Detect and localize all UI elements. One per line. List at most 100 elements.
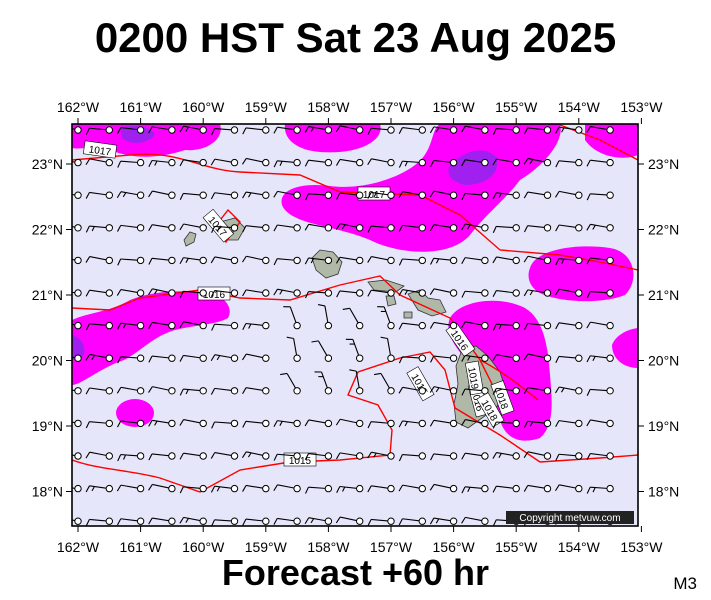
wind-barb (586, 223, 614, 232)
wind-barb (461, 321, 489, 330)
wind-barb (85, 451, 114, 460)
wind-barb (148, 256, 176, 265)
wind-barb (398, 321, 426, 330)
wind-barb (523, 419, 552, 428)
wind-barb (148, 517, 176, 525)
wind-barb (304, 256, 333, 265)
wind-barb (85, 387, 114, 395)
wind-barb (367, 126, 395, 135)
wind-barb (586, 289, 614, 299)
island-molokai (367, 279, 405, 293)
rain-area-far-north-east (585, 124, 638, 158)
wind-barb (116, 484, 145, 493)
wind-barb (117, 126, 145, 135)
wind-barb (116, 386, 145, 395)
lat-tick-label: 18°N (32, 484, 63, 500)
isobar-line (72, 351, 638, 493)
rain-area-west (72, 291, 230, 385)
wind-barb (555, 419, 583, 428)
wind-barb (367, 256, 395, 265)
wind-barb (523, 321, 552, 331)
wind-barb (492, 419, 520, 429)
wind-barb (273, 419, 301, 428)
wind-barb (72, 289, 82, 297)
wind-barb (367, 451, 395, 460)
wind-barb (461, 484, 489, 494)
wind-barb (461, 516, 489, 525)
wind-barb (555, 288, 583, 297)
wind-barb (179, 452, 207, 460)
wind-barb (148, 224, 176, 232)
wind-barb (179, 484, 207, 494)
wind-barb (273, 224, 301, 232)
wind-barb (305, 484, 333, 494)
wind-barb (461, 223, 489, 232)
wind-barb (305, 289, 333, 299)
wind-barb (380, 336, 395, 362)
wind-barb (374, 372, 395, 395)
wind-barb (398, 354, 426, 364)
wind-barb (148, 386, 176, 395)
wind-barb (241, 157, 270, 167)
wind-barb (367, 289, 395, 297)
lon-tick-label: 153°W (620, 539, 663, 555)
wind-barb (398, 517, 426, 526)
wind-barb (461, 191, 489, 200)
wind-barb (555, 158, 583, 168)
rain-core-north-west (120, 126, 155, 143)
wind-barb (429, 517, 458, 525)
wind-barb (398, 288, 426, 297)
wind-barb (85, 256, 114, 265)
wind-barb (586, 158, 614, 167)
wind-barbs (72, 125, 614, 526)
lat-tick-label: 23°N (32, 156, 63, 172)
lon-tick-label: 160°W (182, 99, 225, 115)
wind-barb (586, 387, 614, 396)
wind-barb (85, 224, 114, 233)
wind-barb (555, 224, 583, 232)
wind-barb (148, 452, 176, 461)
wind-barb (430, 158, 458, 168)
wind-barb (148, 288, 176, 297)
wind-barb (336, 484, 364, 494)
wind-barb (523, 387, 552, 395)
wind-barb (148, 190, 176, 199)
lat-tick-label: 21°N (32, 287, 63, 303)
wind-barb (273, 256, 301, 266)
wind-barb (117, 256, 145, 266)
wind-barb (280, 372, 301, 395)
wind-barb (85, 353, 114, 362)
wind-barb (179, 158, 207, 167)
lon-tick-label: 154°W (558, 99, 601, 115)
wind-barb (273, 517, 301, 525)
wind-barb (586, 354, 614, 363)
wind-barb (461, 354, 489, 362)
wind-barb (273, 288, 301, 297)
isobar-label: 1019 (465, 366, 480, 390)
isobar-line (559, 124, 638, 161)
wind-barb (367, 484, 395, 493)
wind-barb (242, 224, 270, 233)
wind-barb (85, 484, 114, 493)
wind-barb (398, 484, 426, 493)
wind-barb (461, 125, 489, 134)
wind-barb (430, 354, 458, 363)
wind-barb (85, 289, 114, 297)
wind-barb (492, 387, 520, 395)
wind-barb (429, 419, 458, 428)
wind-barb (210, 256, 239, 265)
wind-barb (72, 256, 82, 265)
wind-barb (304, 223, 333, 232)
wind-barb (210, 484, 239, 493)
wind-barb (429, 224, 458, 232)
wind-barb (430, 452, 458, 461)
lon-tick-label: 160°W (182, 539, 225, 555)
wind-barb (242, 484, 270, 493)
wind-barb (555, 256, 583, 266)
isobar-label: 1016 (203, 290, 226, 301)
lat-tick-label: 22°N (648, 222, 679, 238)
isobar-labels: 1017 1017 1017 1016 1016 1016 1015 1015 … (82, 140, 515, 467)
wind-barb (85, 126, 114, 135)
rain-area-big-island (448, 300, 552, 441)
